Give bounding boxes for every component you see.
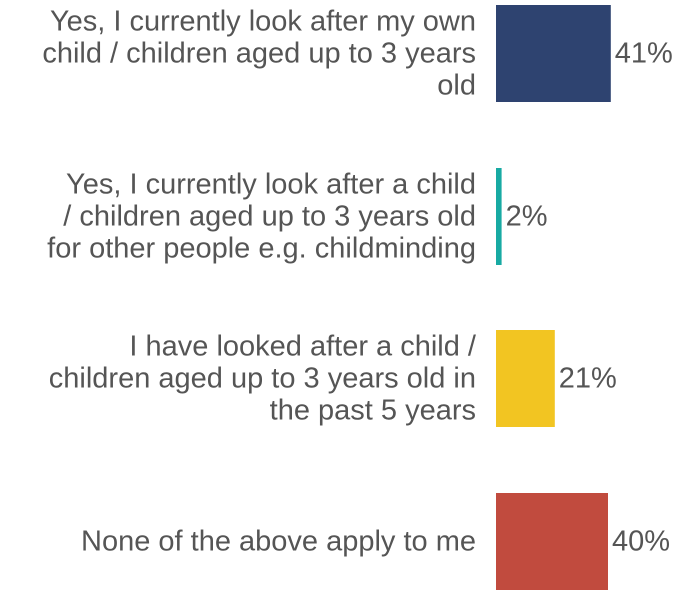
category-label-3-line-1: I have looked after a child / [129, 331, 477, 363]
category-label-1-line-1: Yes, I currently look after my own [50, 6, 476, 38]
value-label-3: 21% [559, 363, 617, 395]
bar-3 [496, 330, 555, 427]
category-label-2-line-1: Yes, I currently look after a child [66, 169, 476, 201]
category-label-4-line-1: None of the above apply to me [81, 526, 476, 558]
category-label-2: Yes, I currently look after a child / chi… [47, 169, 476, 265]
category-label-2-line-3: for other people e.g. childminding [47, 233, 476, 265]
bars [496, 5, 611, 590]
category-label-1-line-2: child / children aged up to 3 years [42, 38, 476, 70]
value-label-4: 40% [612, 526, 670, 558]
category-label-3-line-2: children aged up to 3 years old in [49, 363, 476, 395]
category-label-4: None of the above apply to me [81, 526, 476, 558]
value-label-2: 2% [506, 201, 548, 233]
category-label-1-line-3: old [437, 70, 476, 102]
category-labels: Yes, I currently look after my own child … [42, 6, 477, 558]
value-labels: 41% 2% 21% 40% [506, 38, 673, 558]
category-label-3-line-3: the past 5 years [270, 395, 476, 427]
value-label-1: 41% [615, 38, 673, 70]
bar-2 [496, 168, 502, 265]
category-label-2-line-2: / children aged up to 3 years old [63, 201, 476, 233]
bar-1 [496, 5, 611, 102]
bar-4 [496, 493, 608, 590]
category-label-1: Yes, I currently look after my own child … [42, 6, 476, 102]
category-label-3: I have looked after a child / children ag… [49, 331, 477, 427]
